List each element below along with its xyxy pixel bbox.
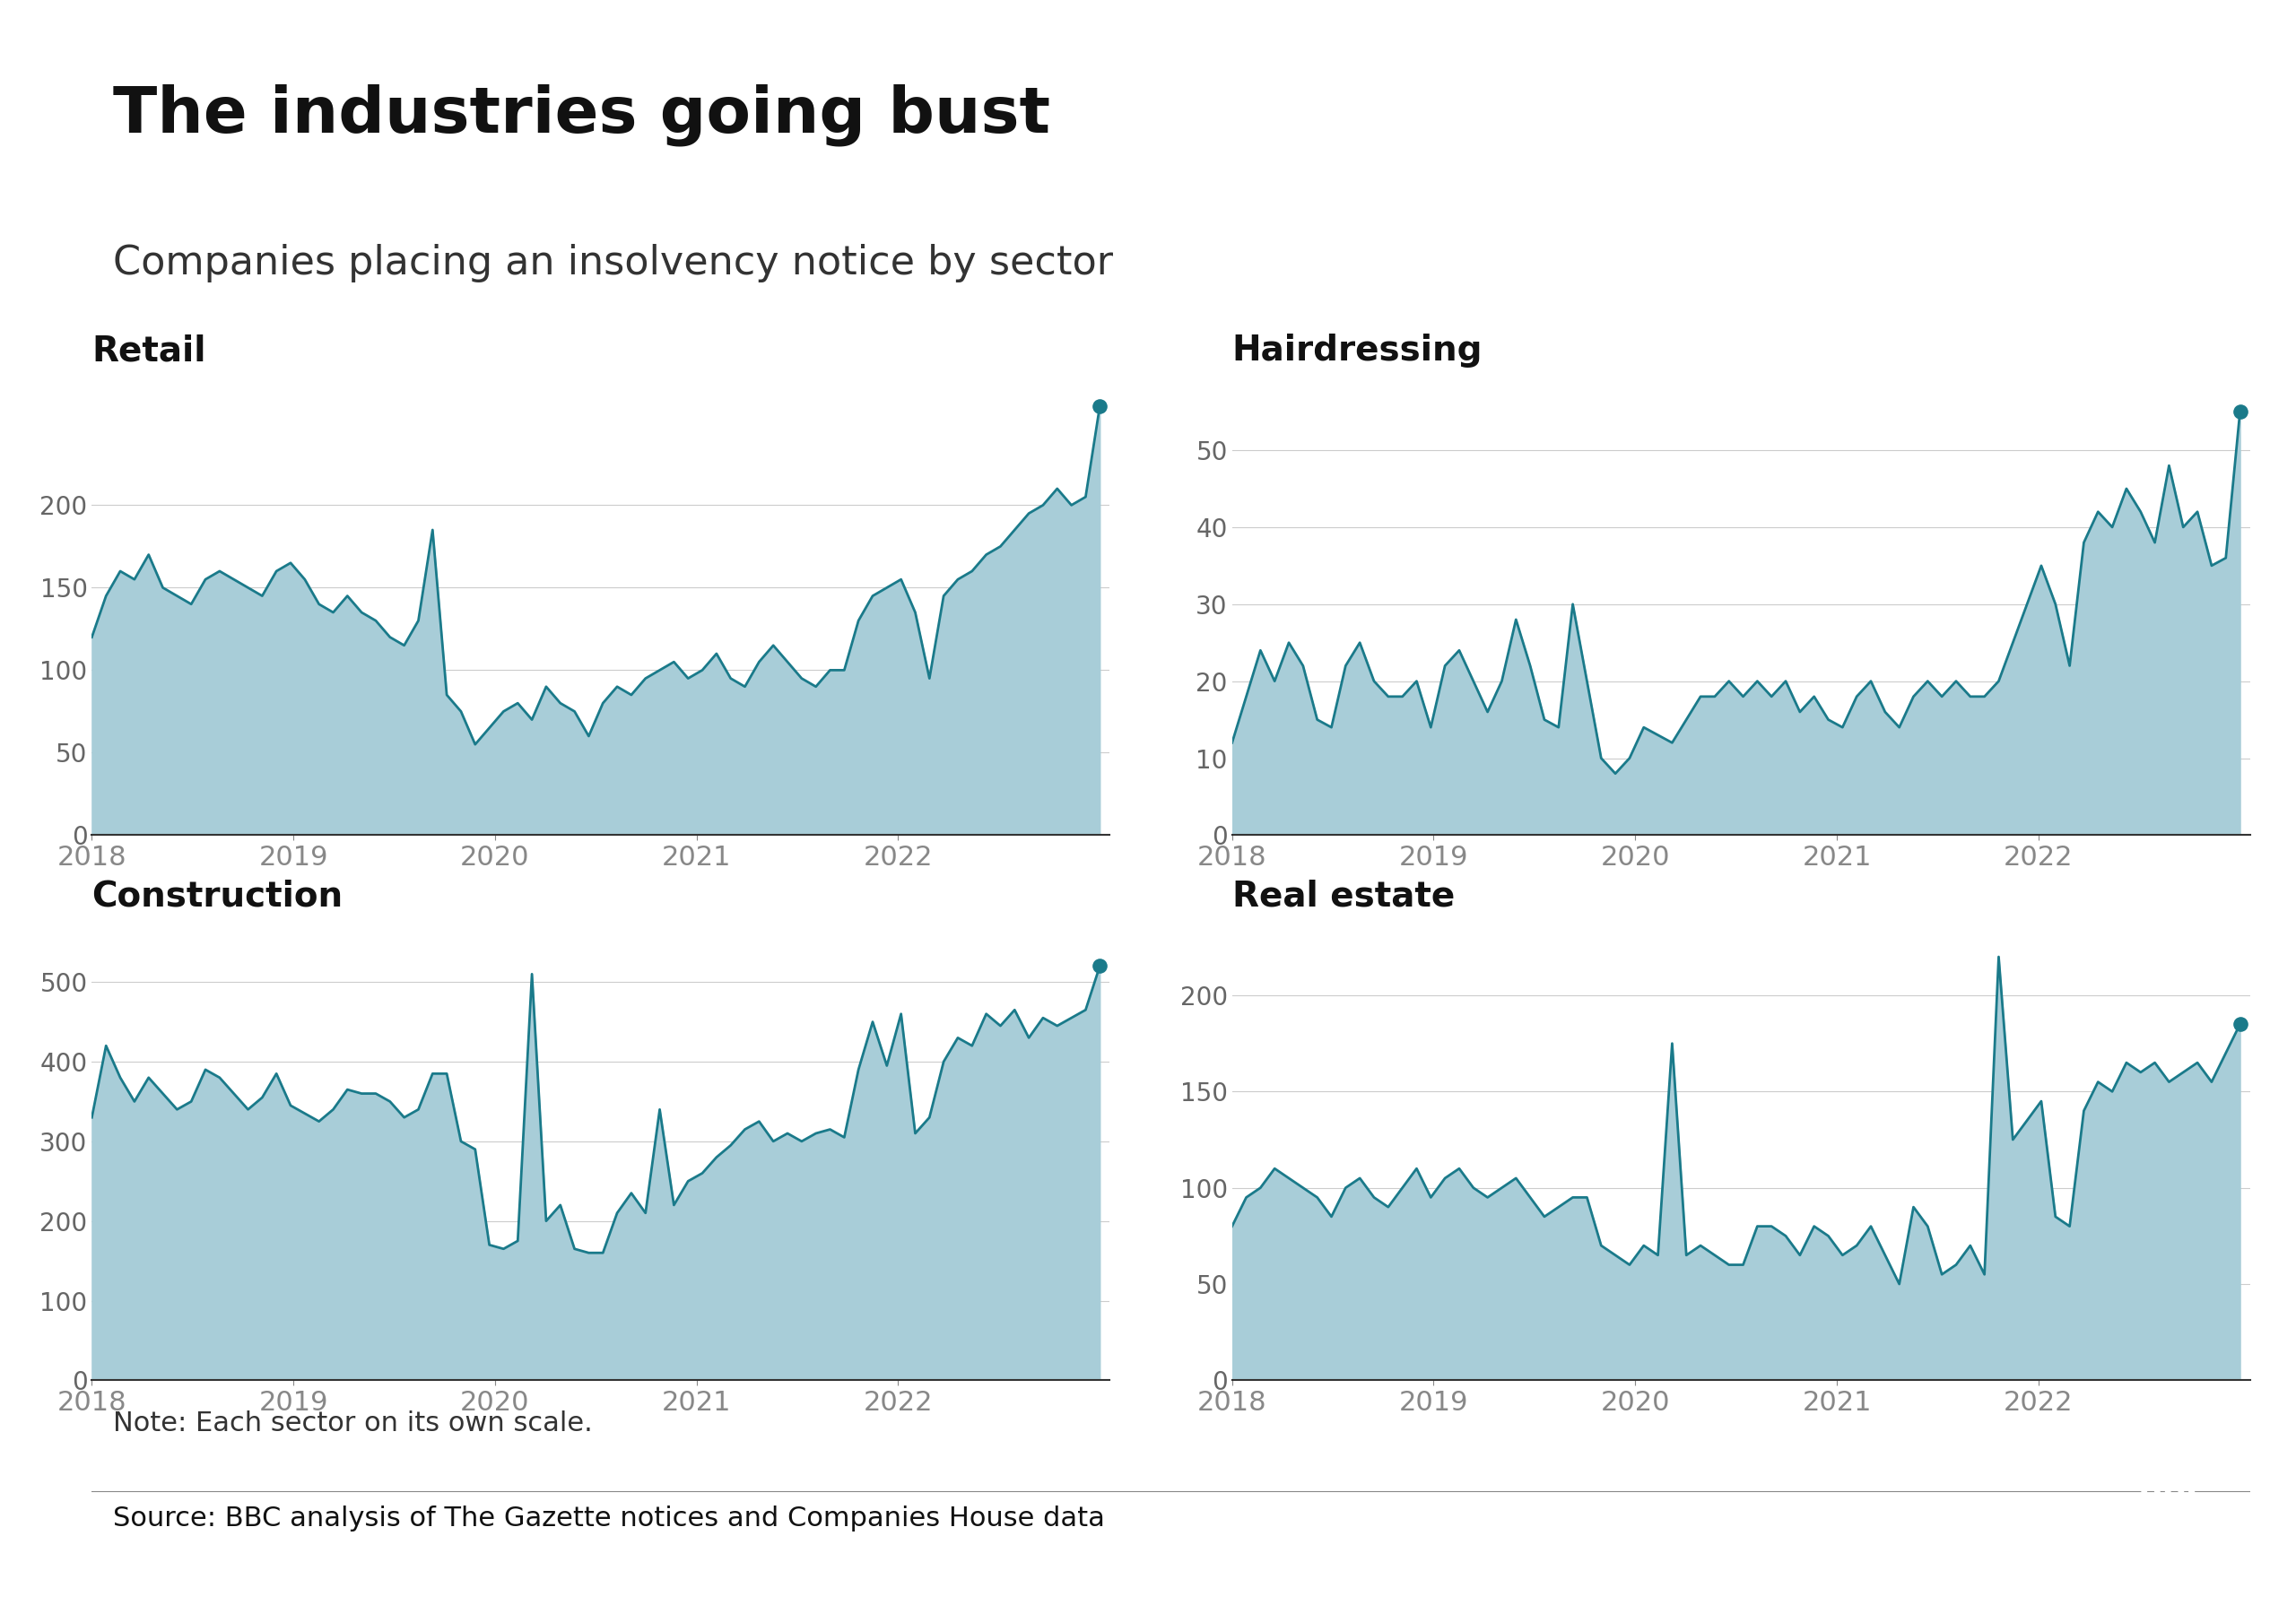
Point (1081, 394, 1118, 420)
Text: Retail: Retail (92, 334, 207, 368)
Text: Hairdressing: Hairdressing (1233, 334, 1483, 368)
Text: Source: BBC analysis of The Gazette notices and Companies House data: Source: BBC analysis of The Gazette noti… (113, 1506, 1104, 1532)
Point (2223, 399, 2259, 424)
Text: Construction: Construction (92, 880, 342, 914)
Point (2223, 1012, 2259, 1038)
Text: Real estate: Real estate (1233, 880, 1456, 914)
Text: Note: Each sector on its own scale.: Note: Each sector on its own scale. (113, 1411, 592, 1436)
Text: Companies placing an insolvency notice by sector: Companies placing an insolvency notice b… (113, 244, 1114, 282)
Text: The industries going bust: The industries going bust (113, 84, 1052, 145)
Point (1081, 954, 1118, 980)
